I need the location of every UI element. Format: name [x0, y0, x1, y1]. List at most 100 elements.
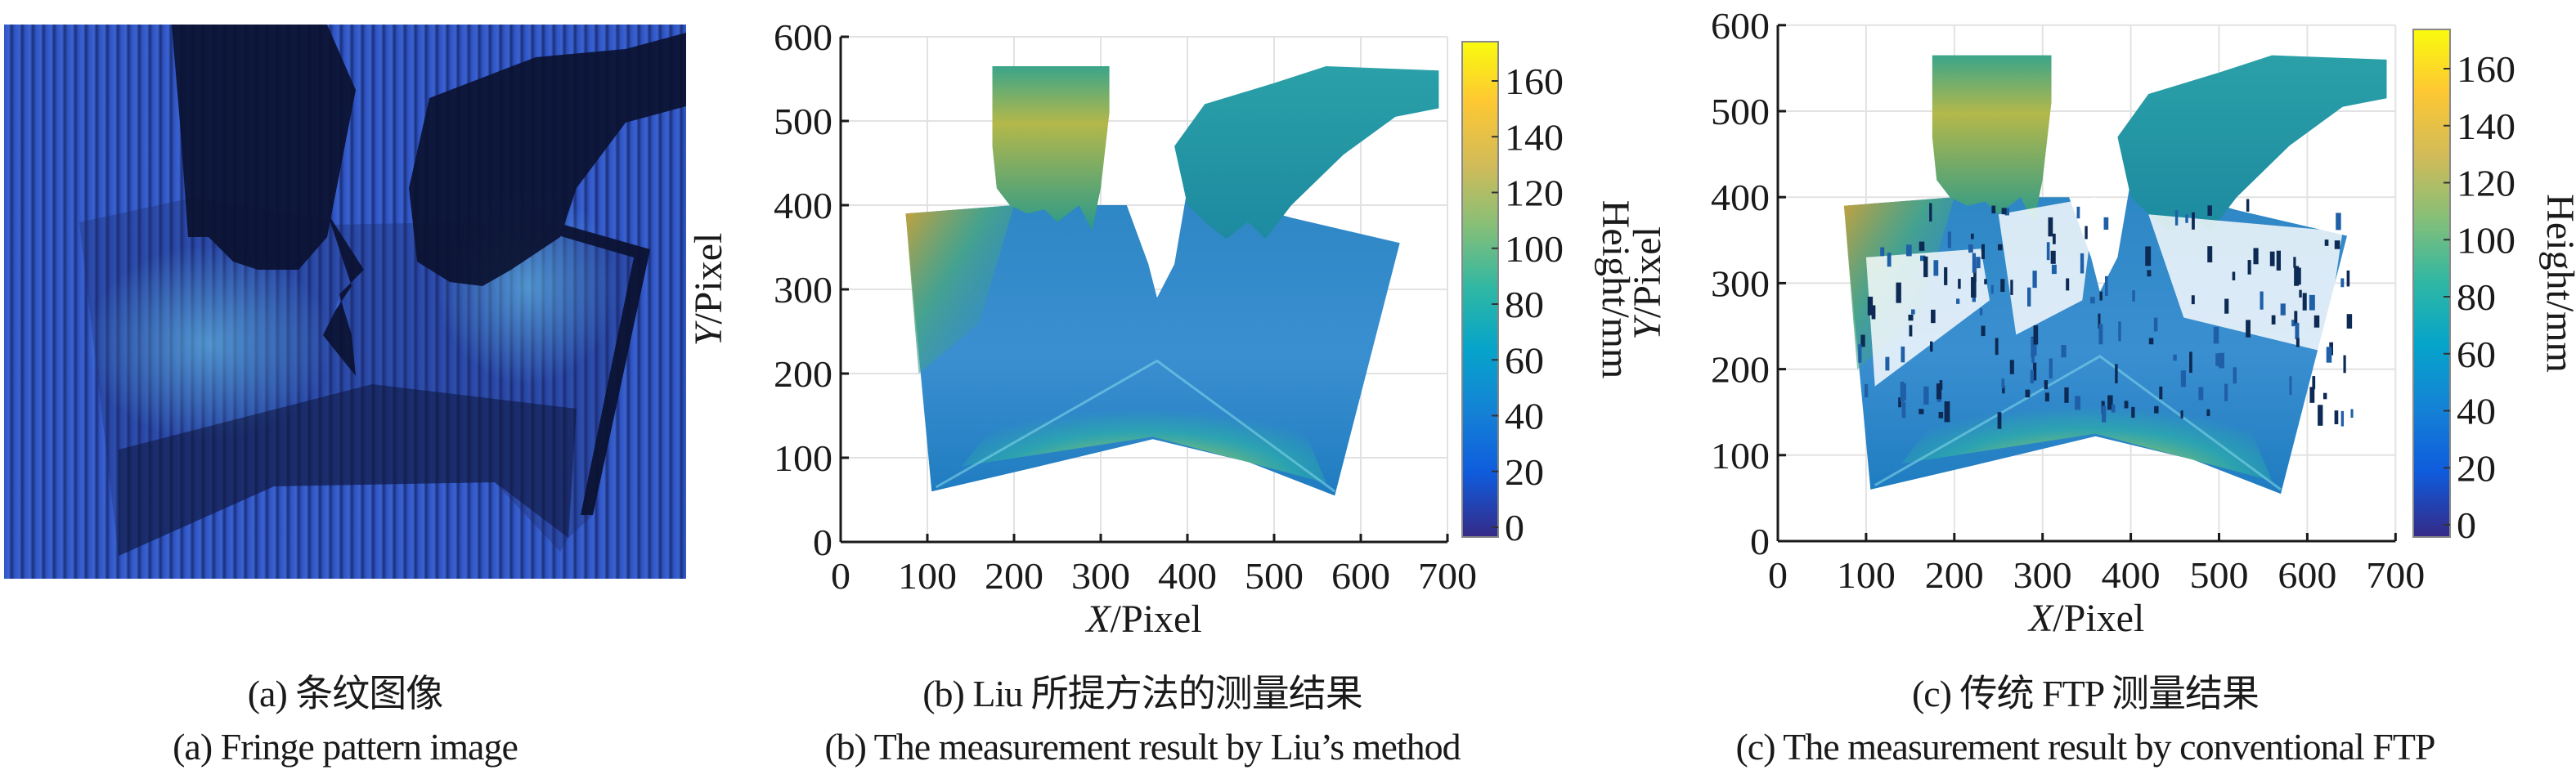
colorbar-tick-label: 20 — [2457, 447, 2496, 489]
noise-speck — [2313, 315, 2320, 328]
noise-speck — [1911, 309, 1915, 315]
noise-speck — [2207, 205, 2212, 216]
noise-speck — [2180, 410, 2183, 419]
noise-speck — [2233, 367, 2237, 384]
colorbar-tick-label: 140 — [1505, 116, 1564, 158]
noise-speck — [2224, 383, 2228, 401]
noise-speck — [2294, 266, 2300, 286]
noise-speck — [2185, 214, 2188, 223]
noise-speck — [2098, 313, 2101, 329]
noise-speck — [2253, 248, 2259, 265]
y-tick-label: 0 — [1750, 521, 1770, 562]
noise-speck — [2213, 326, 2219, 344]
noise-speck — [1898, 397, 1901, 408]
colorbar-tick-label: 0 — [2457, 504, 2476, 546]
noise-speck — [1997, 244, 2003, 251]
noise-speck — [2066, 278, 2070, 291]
x-tick-label: 600 — [1331, 555, 1390, 597]
noise-speck — [2322, 392, 2327, 400]
noise-speck — [1864, 384, 1869, 398]
noise-speck — [2293, 257, 2296, 268]
noise-speck — [2048, 217, 2053, 237]
noise-speck — [2215, 353, 2222, 366]
y-tick-label: 0 — [813, 522, 832, 563]
noise-speck — [2269, 251, 2275, 266]
colorbar-tick-label: 100 — [2457, 219, 2515, 261]
noise-speck — [2180, 370, 2186, 387]
noise-speck — [2219, 352, 2224, 369]
noise-speck — [2002, 385, 2005, 394]
noise-speck — [2271, 315, 2276, 325]
noise-speck — [1956, 298, 1960, 304]
colorbar-tick-label: 100 — [1505, 228, 1564, 270]
colorbar-tick-label: 80 — [1505, 284, 1544, 325]
x-tick-label: 700 — [2366, 554, 2425, 596]
left-hand-surface — [1932, 55, 2052, 223]
hand-silhouettes — [172, 25, 686, 515]
noise-speck — [2189, 351, 2192, 374]
y-axis-label: Y/Pixel — [1626, 226, 1669, 340]
noise-speck — [1919, 255, 1926, 262]
noise-speck — [1909, 325, 1913, 337]
noise-speck — [2009, 360, 2014, 374]
noise-speck — [2159, 386, 2163, 400]
noise-speck — [1936, 383, 1942, 400]
noise-speck — [2340, 278, 2345, 288]
noise-speck — [2105, 275, 2108, 297]
noise-speck — [1997, 412, 2002, 429]
caption-a-zh: (a) 条纹图像 — [247, 673, 444, 714]
noise-speck — [2033, 325, 2039, 345]
noise-speck — [1896, 282, 1901, 303]
noise-speck — [2001, 378, 2005, 389]
noise-speck — [2153, 317, 2158, 332]
noise-speck — [1867, 296, 1874, 316]
noise-speck — [2232, 271, 2236, 280]
noise-speck — [1933, 260, 1939, 276]
y-tick-label: 400 — [1711, 177, 1770, 218]
noise-speck — [2098, 324, 2103, 345]
noise-speck — [1905, 244, 1912, 257]
noise-speck — [2033, 362, 2037, 381]
colorbar-tick-label: 140 — [2457, 105, 2515, 147]
noise-speck — [2061, 345, 2067, 358]
noise-speck — [2191, 295, 2195, 305]
x-axis-label-italic: X — [1084, 598, 1111, 641]
noise-speck — [2102, 405, 2107, 423]
noise-speck — [2046, 242, 2050, 261]
noise-speck — [2334, 410, 2339, 424]
noise-speck — [2291, 320, 2295, 327]
missing-data-region — [2148, 214, 2343, 352]
noise-speck — [2309, 294, 2315, 311]
colorbar-label: Height/mm — [1594, 200, 1637, 379]
noise-speck — [1923, 256, 1928, 278]
noise-speck — [2032, 271, 2037, 289]
noise-speck — [2294, 311, 2298, 326]
y-tick-label: 200 — [1711, 349, 1770, 391]
noise-speck — [2246, 320, 2251, 338]
noise-speck — [2147, 270, 2152, 277]
colorbar-tick-label: 120 — [2457, 163, 2515, 204]
y-tick-label: 400 — [774, 185, 832, 226]
noise-speck — [1990, 284, 1994, 294]
missing-data-region — [1998, 197, 2096, 335]
noise-speck — [2312, 376, 2316, 390]
x-tick-label: 100 — [898, 555, 957, 597]
caption-c-zh: (c) 传统 FTP 测量结果 — [1911, 673, 2260, 714]
noise-speck — [2247, 260, 2251, 275]
noise-speck — [1944, 266, 1948, 285]
caption-c-en: (c) The measurement result by convention… — [1735, 726, 2435, 768]
noise-speck — [2334, 240, 2340, 249]
x-tick-label: 200 — [985, 555, 1043, 597]
x-axis-label: X/Pixel — [1084, 598, 1201, 641]
sheet-crease — [935, 359, 1336, 493]
noise-speck — [2030, 369, 2035, 383]
noise-speck — [2111, 404, 2116, 413]
noise-speck — [1995, 338, 1999, 356]
x-axis-label-unit: /Pixel — [1111, 598, 1202, 641]
noise-speck — [2118, 321, 2121, 342]
noise-speck — [2336, 213, 2341, 231]
sheet-corner-highlight — [905, 205, 1014, 374]
colorbar-tick-label: 20 — [1505, 451, 1544, 493]
x-tick-label: 0 — [831, 555, 850, 597]
noise-speck — [1976, 257, 1981, 269]
